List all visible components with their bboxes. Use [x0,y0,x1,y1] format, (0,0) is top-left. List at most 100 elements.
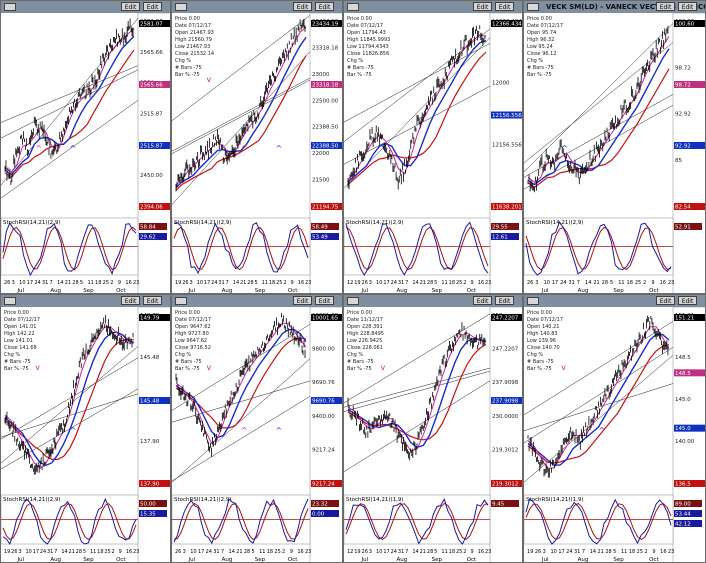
price-tag [674,314,705,321]
edit-button[interactable]: Edit [293,296,312,305]
x-tick-label: 25 [104,549,110,555]
edit-button[interactable]: Edit [143,296,162,305]
chart-window[interactable]: Edit Edit Price 0.00 Date 07/12/17 Open 2146… [171,0,343,294]
window-titlebar[interactable]: Edit Edit [172,295,342,308]
edit-button[interactable]: Edit [121,296,140,305]
info-line: Price 0.00 [527,310,552,316]
y-tick-label: 140.00 [675,439,695,445]
y-tick-label: 2450.00 [140,173,163,179]
edit-button[interactable]: Edit [473,2,492,11]
price-tag-label: 12366.434 [492,22,522,28]
trend-line [344,380,491,472]
info-line: Date 11/12/17 [347,317,383,323]
price-tag [311,397,342,404]
chart-window[interactable]: VECK SM(LD) - VANECK VECTORS SEMICONDUEd… [523,0,706,294]
x-tick-label: 25 [456,280,462,286]
month-label: Jul [16,557,24,563]
x-tick-label: 26 [535,549,541,555]
chart-window[interactable]: Edit Edit Price 0.00 Date 07/12/17 Open 140.… [523,294,706,563]
window-menu-icon[interactable] [347,3,359,11]
info-line: High 96.32 [527,37,554,43]
stoch-slow-line [2,502,137,541]
edit-button[interactable]: Edit [656,2,675,11]
x-tick-label: 16 [126,549,132,555]
trend-line [1,17,139,186]
price-tag [139,20,170,27]
trend-line [1,69,139,139]
pivot-mark: ^ [381,144,388,153]
x-tick-label: 24 [40,549,46,555]
x-tick-label: 26 [182,280,188,286]
window-menu-icon[interactable] [175,297,187,305]
x-tick-label: 3 [12,280,15,286]
price-tag-label: 22388.50 [312,144,339,150]
info-line: Open 140.21 [527,324,559,330]
trend-line [524,383,674,432]
x-tick-label: 28 [427,280,433,286]
window-menu-icon[interactable] [527,297,539,305]
edit-button[interactable]: Edit [495,296,514,305]
month-label: Aug [50,288,61,294]
edit-button[interactable]: Edit [473,296,492,305]
stoch-tag [311,510,339,517]
y-tick-label: 98.72 [675,65,691,71]
x-tick-label: 9 [470,549,473,555]
x-tick-label: 25 [103,280,109,286]
info-line: Close 11826.856 [347,51,389,57]
window-menu-icon[interactable] [347,297,359,305]
edit-button[interactable]: Edit [495,2,514,11]
stoch-slow-line [525,502,672,541]
window-menu-icon[interactable] [175,3,187,11]
chart-window[interactable]: Edit Edit Price 0.00 Date 11/12/17 Open 228.… [343,294,523,563]
info-line: High 142.22 [4,331,35,337]
edit-button[interactable]: Edit [656,296,675,305]
x-tick-label: 10 [197,280,203,286]
chart-window[interactable]: Edit Edit Price 0.00 Date 07/12/17 Open 141.… [0,294,171,563]
x-tick-label: 16 [298,280,304,286]
window-titlebar[interactable]: Edit Edit [344,1,522,14]
chart-window[interactable]: Edit Edit Price 0.00 Date 07/12/17 Open 1179… [343,0,523,294]
price-tag-label: 2515.87 [140,144,163,150]
x-tick-label: 26 [527,280,533,286]
pivot-mark: ^ [70,144,77,153]
stoch-tag [139,223,167,230]
stoch-fast-line [525,220,672,276]
x-tick-label: 11 [87,280,93,286]
x-tick-label: 19 [527,549,533,555]
edit-button[interactable]: Edit [121,2,140,11]
x-tick-label: 28 [602,280,608,286]
x-tick-label: 24 [560,280,566,286]
stoch-tag-label: 89.00 [675,502,691,508]
x-tick-label: 11 [441,280,447,286]
y-tick-label: 23318.18 [312,45,339,51]
stoch-tag [491,233,519,240]
x-tick-label: 3 [543,549,546,555]
edit-button[interactable]: Edit [315,2,334,11]
window-titlebar[interactable]: VECK SM(LD) - VANECK VECTORS SEMICONDUEd… [524,1,705,14]
x-tick-label: 17 [33,549,39,555]
chart-window[interactable]: EditEdit2581.072565.6625502515.872500245… [0,0,171,294]
x-tick-label: 19 [4,549,10,555]
stoch-tag-label: 58.49 [312,225,328,231]
pivot-mark: ^ [241,144,248,153]
x-tick-label: 25 [276,280,282,286]
price-tag-label: 100.60 [675,22,695,28]
y-tick-label: 148.5 [675,355,691,361]
edit-button[interactable]: Edit [678,296,697,305]
window-menu-icon[interactable] [4,3,16,11]
edit-button[interactable]: Edit [293,2,312,11]
x-tick-label: 28 [72,280,78,286]
info-line: Chg % [347,58,363,64]
window-menu-icon[interactable] [527,3,539,11]
month-label: Aug [578,557,589,563]
edit-button[interactable]: Edit [143,2,162,11]
edit-button[interactable]: Edit [678,2,697,11]
edit-button[interactable]: Edit [315,296,334,305]
window-menu-icon[interactable] [4,297,16,305]
chart-window[interactable]: Edit Edit Price 0.00 Date 07/12/17 Open 9647… [171,294,343,563]
x-tick-label: 17 [204,280,210,286]
month-label: Sep [255,557,266,563]
info-line: # Bars -75 [175,65,202,71]
y-tick-label: 145.48 [140,355,160,361]
